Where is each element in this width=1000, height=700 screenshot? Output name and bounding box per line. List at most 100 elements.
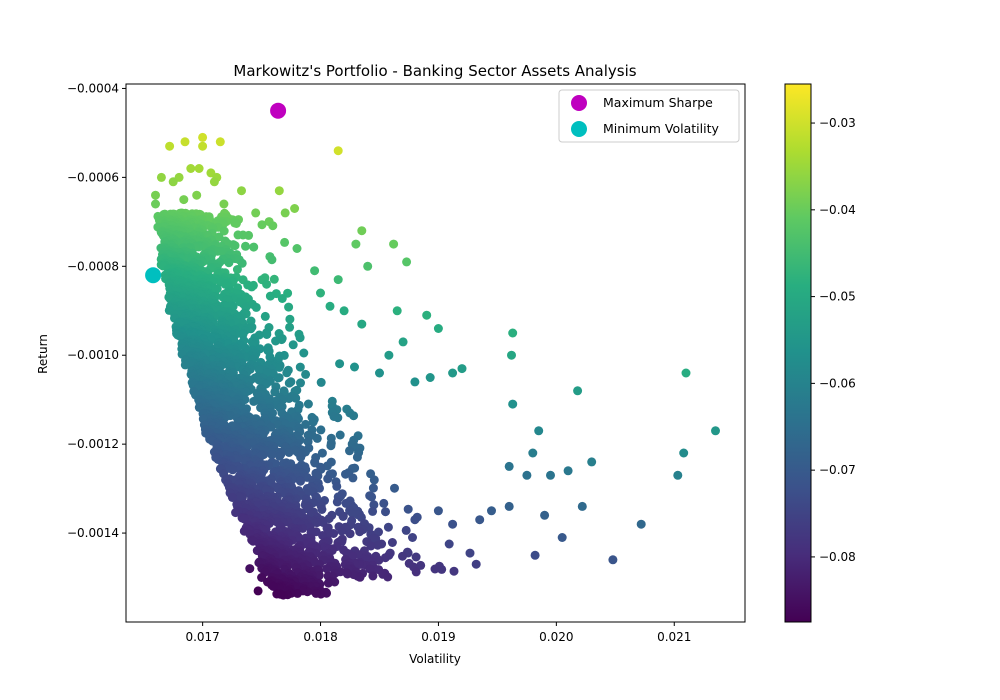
scatter-point [219, 226, 229, 236]
scatter-point [284, 448, 294, 457]
scatter-point [416, 560, 426, 570]
scatter-point [253, 586, 263, 596]
scatter-point [271, 336, 281, 346]
colorbar-tick-label: −0.03 [819, 116, 856, 130]
scatter-point [269, 274, 279, 284]
scatter-point [249, 242, 259, 252]
scatter-point [295, 333, 305, 343]
scatter-point [316, 288, 325, 298]
scatter-point [342, 569, 352, 579]
colorbar-tick-label: −0.08 [819, 550, 856, 564]
scatter-point [508, 328, 518, 338]
scatter-point [367, 492, 377, 502]
scatter-point [425, 373, 435, 382]
scatter-points [151, 132, 720, 600]
scatter-point [333, 146, 343, 156]
scatter-point [557, 533, 567, 542]
scatter-point [487, 506, 496, 516]
scatter-point [274, 186, 284, 196]
scatter-point [282, 368, 292, 378]
scatter-point [410, 377, 420, 387]
scatter-point [292, 244, 302, 253]
scatter-point [280, 237, 290, 247]
scatter-point [308, 417, 318, 427]
legend-marker-max-sharpe [571, 95, 587, 111]
scatter-point [275, 451, 285, 461]
x-tick-label: 0.020 [539, 630, 573, 644]
scatter-point [471, 559, 481, 569]
scatter-point [507, 350, 516, 360]
scatter-point [273, 373, 283, 383]
scatter-point [673, 470, 683, 480]
scatter-point [636, 519, 646, 529]
scatter-point [310, 266, 320, 276]
scatter-point [363, 261, 373, 271]
scatter-point [563, 466, 573, 476]
scatter-point [231, 508, 241, 518]
scatter-point [335, 430, 345, 440]
scatter-point [392, 306, 402, 316]
scatter-point [262, 279, 272, 289]
scatter-point [504, 461, 514, 471]
plot-frame [125, 83, 746, 623]
scatter-point [448, 368, 458, 378]
scatter-point [290, 204, 300, 213]
y-tick-label: −0.0010 [67, 348, 119, 362]
scatter-point [299, 348, 309, 358]
scatter-point [251, 208, 261, 218]
scatter-point [465, 548, 475, 558]
scatter-point [301, 419, 311, 429]
scatter-point [268, 581, 278, 591]
scatter-point [247, 282, 257, 292]
scatter-point [530, 550, 540, 560]
y-tick-label: −0.0008 [67, 259, 119, 273]
scatter-point [194, 164, 204, 173]
scatter-point [280, 208, 290, 218]
x-axis-label: Volatility [409, 652, 461, 666]
scatter-point [267, 450, 277, 460]
legend-label-max-sharpe: Maximum Sharpe [603, 95, 713, 110]
scatter-point [224, 258, 234, 268]
y-tick-label: −0.0014 [67, 526, 119, 540]
scatter-point [379, 498, 389, 508]
scatter-point [168, 177, 178, 187]
scatter-point [227, 493, 237, 502]
legend-box [558, 89, 740, 143]
scatter-point [296, 452, 306, 462]
scatter-point [237, 258, 247, 268]
scatter-point [339, 306, 349, 316]
scatter-point [411, 567, 421, 577]
scatter-point [317, 448, 327, 458]
scatter-point [151, 199, 160, 209]
scatter-point [375, 368, 384, 378]
scatter-point [268, 221, 278, 231]
scatter-point [398, 551, 407, 561]
scatter-point [262, 330, 272, 339]
scatter-point [351, 239, 361, 249]
y-tick-label: −0.0012 [67, 437, 119, 451]
scatter-point [398, 337, 408, 347]
scatter-point [365, 564, 375, 574]
scatter-point [288, 340, 298, 350]
scatter-point [325, 301, 335, 311]
scatter-point [156, 172, 166, 182]
scatter-point [265, 291, 275, 301]
x-tick-label: 0.019 [421, 630, 455, 644]
legend-label-min-volatility: Minimum Volatility [603, 121, 719, 136]
scatter-point [475, 515, 485, 525]
scatter-point [180, 137, 190, 147]
scatter-point [326, 441, 336, 451]
scatter-point [338, 512, 348, 521]
scatter-point [534, 426, 544, 436]
scatter-point [284, 302, 294, 312]
scatter-point [347, 508, 357, 518]
scatter-point [249, 396, 259, 406]
scatter-point [573, 386, 583, 396]
colorbar-tick-label: −0.07 [819, 463, 856, 477]
scatter-point [312, 433, 322, 443]
scatter-point [260, 311, 270, 321]
scatter-point [373, 540, 383, 550]
scatter-point [332, 497, 342, 507]
x-tick-label: 0.018 [303, 630, 337, 644]
scatter-point [231, 219, 241, 228]
